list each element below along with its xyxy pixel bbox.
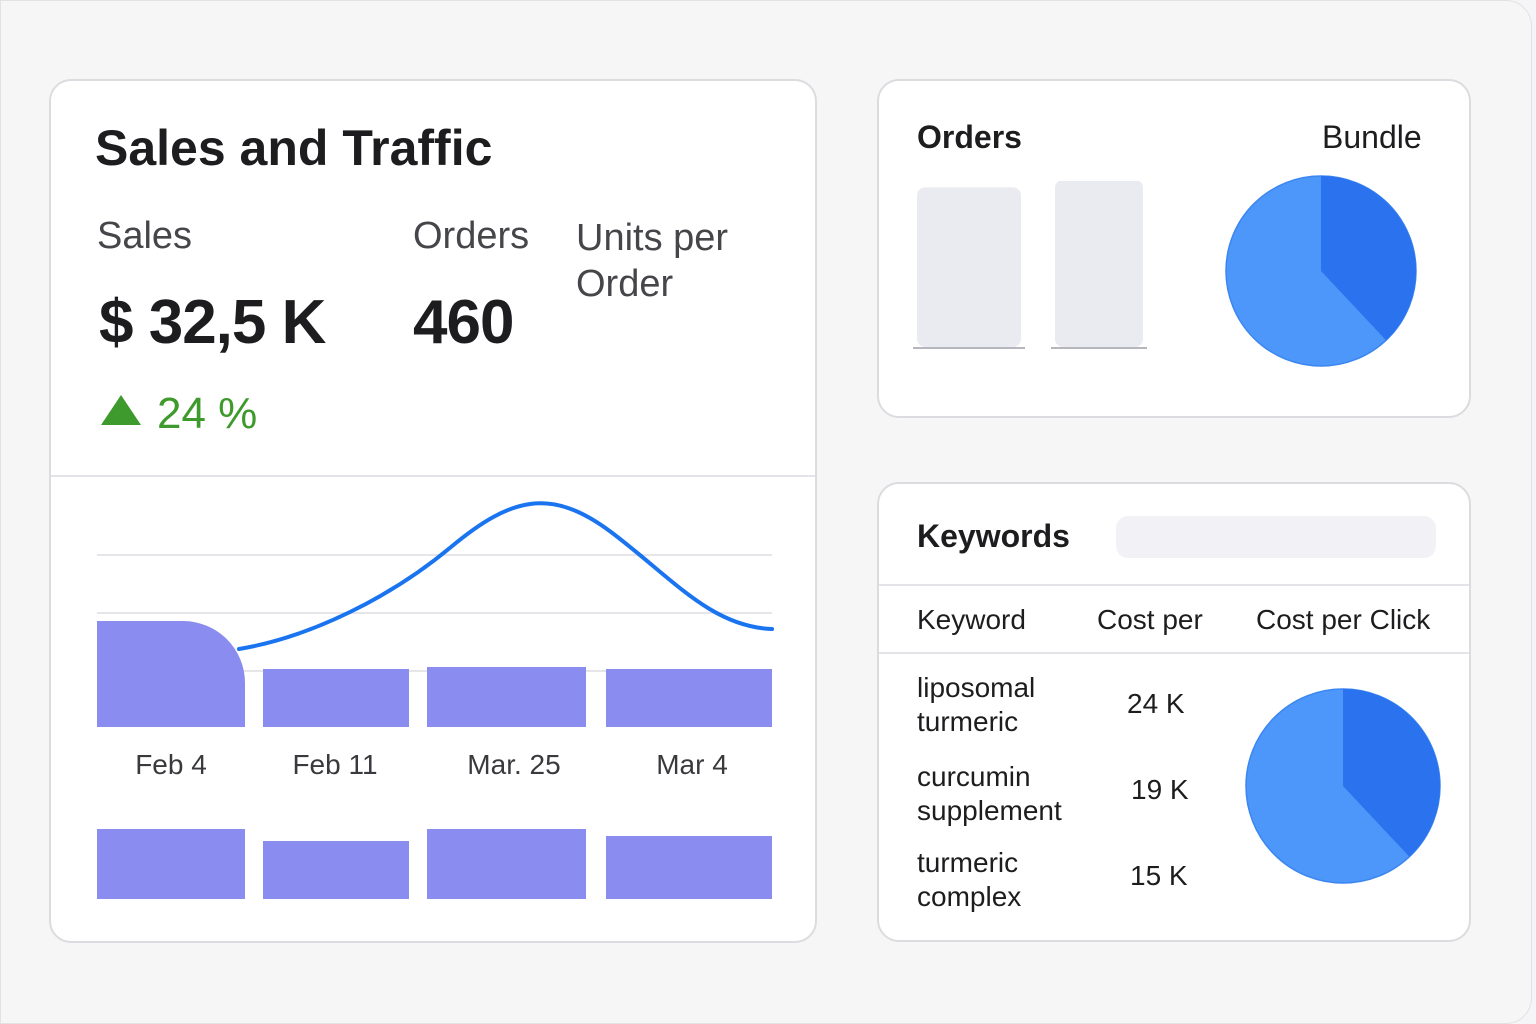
bar-series-2 — [97, 829, 245, 899]
sales-delta: 24 % — [157, 389, 258, 438]
header-divider-bottom — [879, 652, 1469, 654]
orders-label: Orders — [413, 215, 530, 257]
sales-traffic-card: Sales and Traffic Sales $ 32,5 K 24 % Or… — [49, 79, 817, 943]
bar-series-1 — [427, 667, 586, 727]
pie-slice — [1343, 689, 1440, 857]
cost-cell: 24 K — [1127, 688, 1185, 719]
keywords-card: Keywords Keyword Cost per Cost per Click… — [877, 482, 1471, 942]
sales-traffic-chart — [97, 501, 774, 899]
pie-slice — [1321, 176, 1416, 341]
bar-series-2 — [427, 829, 586, 899]
column-header-cpc: Cost per Click — [1256, 604, 1431, 635]
tick-label: Mar 4 — [656, 749, 728, 780]
orders-value: 460 — [413, 288, 514, 357]
keyword-cell: turmeric complex — [917, 847, 1022, 912]
header-divider-top — [879, 584, 1469, 586]
placeholder-bar — [917, 187, 1021, 347]
bar-series-2 — [606, 836, 772, 899]
orders-card-title: Orders — [917, 119, 1022, 155]
bundle-pie-chart — [1225, 175, 1417, 367]
tick-label: Feb 11 — [292, 749, 378, 780]
keyword-cell: liposomal turmeric — [917, 672, 1036, 737]
units-per-order-label: Units per Order — [576, 215, 728, 307]
bar-series-1 — [97, 621, 245, 727]
keyword-cell: curcumin supplement — [917, 761, 1062, 826]
keywords-title: Keywords — [917, 518, 1070, 554]
orders-placeholder-bars — [913, 181, 1147, 349]
keywords-search-input[interactable] — [1116, 516, 1436, 558]
units-label-line1: Units per — [576, 217, 729, 259]
column-header-keyword: Keyword — [917, 604, 1026, 635]
bar-series-1 — [263, 669, 409, 727]
units-label-line2: Order — [576, 263, 674, 305]
triangle-up-icon — [99, 393, 143, 427]
bundle-label: Bundle — [1322, 119, 1422, 155]
bar-series-2 — [263, 841, 409, 899]
cost-per-click-pie-chart — [1245, 688, 1441, 884]
kpi-divider — [51, 475, 815, 477]
column-header-cost: Cost per — [1097, 604, 1203, 635]
placeholder-bar — [1055, 181, 1143, 347]
trend-line — [237, 501, 774, 651]
sales-value: $ 32,5 K — [99, 288, 326, 357]
orders-card: Orders Bundle — [877, 79, 1471, 418]
bar-series-1 — [606, 669, 772, 727]
tick-label: Feb 4 — [135, 749, 207, 780]
sales-label: Sales — [97, 215, 193, 257]
cost-cell: 19 K — [1131, 774, 1189, 805]
tick-label: Mar. 25 — [467, 749, 561, 780]
sales-traffic-title: Sales and Traffic — [95, 120, 493, 176]
cost-cell: 15 K — [1130, 860, 1188, 891]
